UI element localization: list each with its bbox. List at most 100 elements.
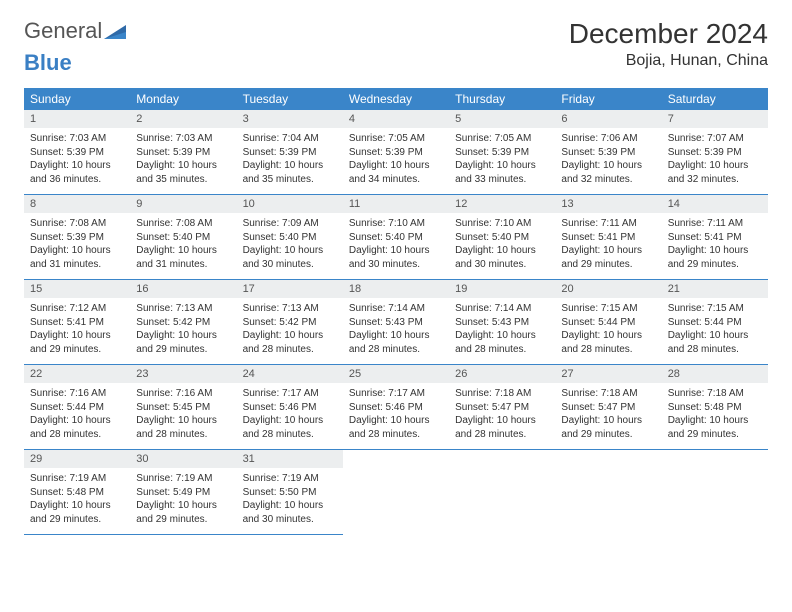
- sunrise-line: Sunrise: 7:17 AM: [349, 387, 443, 401]
- day-number: 7: [662, 110, 768, 128]
- sunrise-line: Sunrise: 7:16 AM: [136, 387, 230, 401]
- day-details: Sunrise: 7:19 AMSunset: 5:49 PMDaylight:…: [130, 468, 236, 534]
- day-details: Sunrise: 7:11 AMSunset: 5:41 PMDaylight:…: [662, 213, 768, 279]
- sunrise-line: Sunrise: 7:16 AM: [30, 387, 124, 401]
- calendar-cell: 1Sunrise: 7:03 AMSunset: 5:39 PMDaylight…: [24, 110, 130, 195]
- day-number: 16: [130, 280, 236, 298]
- calendar-cell: 19Sunrise: 7:14 AMSunset: 5:43 PMDayligh…: [449, 280, 555, 365]
- sunrise-line: Sunrise: 7:18 AM: [561, 387, 655, 401]
- daylight-line: Daylight: 10 hours and 30 minutes.: [455, 244, 549, 271]
- sunrise-line: Sunrise: 7:11 AM: [561, 217, 655, 231]
- calendar-cell: 6Sunrise: 7:06 AMSunset: 5:39 PMDaylight…: [555, 110, 661, 195]
- daylight-line: Daylight: 10 hours and 29 minutes.: [30, 329, 124, 356]
- sunset-line: Sunset: 5:47 PM: [561, 401, 655, 415]
- daylight-line: Daylight: 10 hours and 28 minutes.: [349, 329, 443, 356]
- day-details: Sunrise: 7:16 AMSunset: 5:45 PMDaylight:…: [130, 383, 236, 449]
- daylight-line: Daylight: 10 hours and 28 minutes.: [136, 414, 230, 441]
- brand-logo: General: [24, 18, 126, 44]
- sunrise-line: Sunrise: 7:09 AM: [243, 217, 337, 231]
- day-details: Sunrise: 7:12 AMSunset: 5:41 PMDaylight:…: [24, 298, 130, 364]
- day-details: Sunrise: 7:18 AMSunset: 5:47 PMDaylight:…: [449, 383, 555, 449]
- daylight-line: Daylight: 10 hours and 30 minutes.: [243, 244, 337, 271]
- calendar-cell: 20Sunrise: 7:15 AMSunset: 5:44 PMDayligh…: [555, 280, 661, 365]
- calendar-cell: 17Sunrise: 7:13 AMSunset: 5:42 PMDayligh…: [237, 280, 343, 365]
- sunset-line: Sunset: 5:41 PM: [30, 316, 124, 330]
- calendar-row: 15Sunrise: 7:12 AMSunset: 5:41 PMDayligh…: [24, 280, 768, 365]
- day-details: Sunrise: 7:07 AMSunset: 5:39 PMDaylight:…: [662, 128, 768, 194]
- day-number: 29: [24, 450, 130, 468]
- daylight-line: Daylight: 10 hours and 28 minutes.: [561, 329, 655, 356]
- day-details: Sunrise: 7:09 AMSunset: 5:40 PMDaylight:…: [237, 213, 343, 279]
- sunrise-line: Sunrise: 7:18 AM: [455, 387, 549, 401]
- daylight-line: Daylight: 10 hours and 29 minutes.: [668, 244, 762, 271]
- weekday-header: Friday: [555, 88, 661, 110]
- sunrise-line: Sunrise: 7:05 AM: [455, 132, 549, 146]
- daylight-line: Daylight: 10 hours and 32 minutes.: [561, 159, 655, 186]
- brand-part2: Blue: [24, 50, 768, 76]
- calendar-cell: 11Sunrise: 7:10 AMSunset: 5:40 PMDayligh…: [343, 195, 449, 280]
- sunrise-line: Sunrise: 7:17 AM: [243, 387, 337, 401]
- day-details: Sunrise: 7:08 AMSunset: 5:39 PMDaylight:…: [24, 213, 130, 279]
- day-details: Sunrise: 7:17 AMSunset: 5:46 PMDaylight:…: [343, 383, 449, 449]
- calendar-cell: 29Sunrise: 7:19 AMSunset: 5:48 PMDayligh…: [24, 450, 130, 535]
- calendar-cell: 4Sunrise: 7:05 AMSunset: 5:39 PMDaylight…: [343, 110, 449, 195]
- calendar-row: 8Sunrise: 7:08 AMSunset: 5:39 PMDaylight…: [24, 195, 768, 280]
- calendar-cell: ..: [343, 450, 449, 535]
- day-number: 19: [449, 280, 555, 298]
- calendar-cell: ..: [555, 450, 661, 535]
- sunset-line: Sunset: 5:40 PM: [136, 231, 230, 245]
- day-details: Sunrise: 7:05 AMSunset: 5:39 PMDaylight:…: [343, 128, 449, 194]
- daylight-line: Daylight: 10 hours and 35 minutes.: [136, 159, 230, 186]
- calendar-cell: 23Sunrise: 7:16 AMSunset: 5:45 PMDayligh…: [130, 365, 236, 450]
- calendar-cell: 24Sunrise: 7:17 AMSunset: 5:46 PMDayligh…: [237, 365, 343, 450]
- sunset-line: Sunset: 5:42 PM: [136, 316, 230, 330]
- day-number: 4: [343, 110, 449, 128]
- sunrise-line: Sunrise: 7:19 AM: [136, 472, 230, 486]
- day-number: 28: [662, 365, 768, 383]
- calendar-cell: 13Sunrise: 7:11 AMSunset: 5:41 PMDayligh…: [555, 195, 661, 280]
- day-details: Sunrise: 7:13 AMSunset: 5:42 PMDaylight:…: [130, 298, 236, 364]
- calendar-table: Sunday Monday Tuesday Wednesday Thursday…: [24, 88, 768, 535]
- sunrise-line: Sunrise: 7:19 AM: [243, 472, 337, 486]
- sunset-line: Sunset: 5:39 PM: [668, 146, 762, 160]
- sunrise-line: Sunrise: 7:05 AM: [349, 132, 443, 146]
- day-details: Sunrise: 7:03 AMSunset: 5:39 PMDaylight:…: [130, 128, 236, 194]
- daylight-line: Daylight: 10 hours and 28 minutes.: [30, 414, 124, 441]
- day-details: Sunrise: 7:03 AMSunset: 5:39 PMDaylight:…: [24, 128, 130, 194]
- calendar-cell: 27Sunrise: 7:18 AMSunset: 5:47 PMDayligh…: [555, 365, 661, 450]
- sunrise-line: Sunrise: 7:15 AM: [668, 302, 762, 316]
- sunset-line: Sunset: 5:39 PM: [136, 146, 230, 160]
- day-details: Sunrise: 7:18 AMSunset: 5:47 PMDaylight:…: [555, 383, 661, 449]
- day-number: 23: [130, 365, 236, 383]
- weekday-header: Tuesday: [237, 88, 343, 110]
- sunrise-line: Sunrise: 7:15 AM: [561, 302, 655, 316]
- weekday-header: Thursday: [449, 88, 555, 110]
- daylight-line: Daylight: 10 hours and 29 minutes.: [668, 414, 762, 441]
- day-number: 9: [130, 195, 236, 213]
- sunset-line: Sunset: 5:39 PM: [349, 146, 443, 160]
- sunset-line: Sunset: 5:45 PM: [136, 401, 230, 415]
- sunset-line: Sunset: 5:50 PM: [243, 486, 337, 500]
- sunrise-line: Sunrise: 7:13 AM: [243, 302, 337, 316]
- daylight-line: Daylight: 10 hours and 29 minutes.: [561, 244, 655, 271]
- calendar-cell: 9Sunrise: 7:08 AMSunset: 5:40 PMDaylight…: [130, 195, 236, 280]
- weekday-header: Sunday: [24, 88, 130, 110]
- calendar-row: 22Sunrise: 7:16 AMSunset: 5:44 PMDayligh…: [24, 365, 768, 450]
- sunset-line: Sunset: 5:39 PM: [243, 146, 337, 160]
- day-details: Sunrise: 7:18 AMSunset: 5:48 PMDaylight:…: [662, 383, 768, 449]
- sunrise-line: Sunrise: 7:12 AM: [30, 302, 124, 316]
- daylight-line: Daylight: 10 hours and 33 minutes.: [455, 159, 549, 186]
- calendar-cell: 12Sunrise: 7:10 AMSunset: 5:40 PMDayligh…: [449, 195, 555, 280]
- day-details: Sunrise: 7:19 AMSunset: 5:50 PMDaylight:…: [237, 468, 343, 534]
- calendar-cell: 15Sunrise: 7:12 AMSunset: 5:41 PMDayligh…: [24, 280, 130, 365]
- sunset-line: Sunset: 5:41 PM: [561, 231, 655, 245]
- day-number: 26: [449, 365, 555, 383]
- month-title: December 2024: [569, 18, 768, 50]
- daylight-line: Daylight: 10 hours and 35 minutes.: [243, 159, 337, 186]
- brand-triangle-icon: [104, 23, 126, 39]
- calendar-cell: 3Sunrise: 7:04 AMSunset: 5:39 PMDaylight…: [237, 110, 343, 195]
- daylight-line: Daylight: 10 hours and 28 minutes.: [455, 329, 549, 356]
- day-details: Sunrise: 7:19 AMSunset: 5:48 PMDaylight:…: [24, 468, 130, 534]
- sunrise-line: Sunrise: 7:06 AM: [561, 132, 655, 146]
- weekday-header: Saturday: [662, 88, 768, 110]
